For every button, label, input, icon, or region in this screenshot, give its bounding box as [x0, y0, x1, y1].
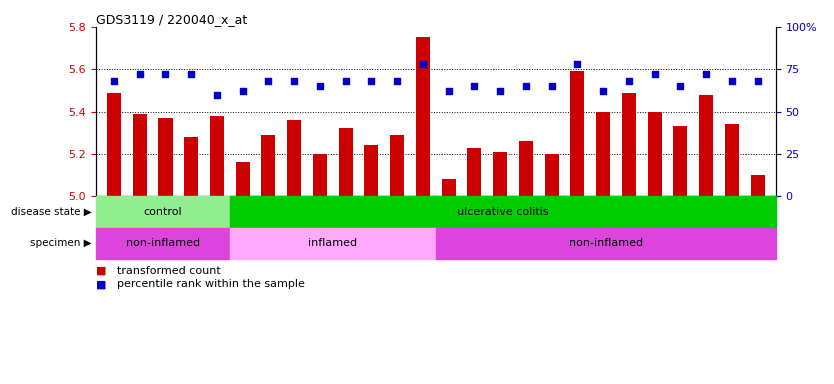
- Point: [570, 61, 584, 67]
- Bar: [751, 175, 765, 196]
- Bar: [184, 137, 198, 196]
- Text: ulcerative colitis: ulcerative colitis: [457, 207, 549, 217]
- Point: [648, 71, 661, 77]
- Bar: [493, 152, 507, 196]
- Bar: [596, 111, 610, 196]
- Point: [314, 83, 327, 89]
- Bar: [339, 129, 353, 196]
- Bar: [96, 228, 230, 259]
- Point: [364, 78, 378, 84]
- Point: [468, 83, 481, 89]
- Text: specimen ▶: specimen ▶: [30, 238, 92, 248]
- Point: [288, 78, 301, 84]
- Bar: [261, 135, 275, 196]
- Bar: [235, 162, 249, 196]
- Bar: [725, 124, 739, 196]
- Point: [236, 88, 249, 94]
- Point: [520, 83, 533, 89]
- Bar: [435, 228, 776, 259]
- Bar: [287, 120, 301, 196]
- Text: control: control: [143, 207, 182, 217]
- Bar: [390, 135, 404, 196]
- Text: percentile rank within the sample: percentile rank within the sample: [117, 279, 304, 289]
- Bar: [364, 146, 379, 196]
- Bar: [107, 93, 121, 196]
- Point: [339, 78, 352, 84]
- Point: [262, 78, 275, 84]
- Point: [442, 88, 455, 94]
- Bar: [519, 141, 533, 196]
- Point: [596, 88, 610, 94]
- Bar: [545, 154, 559, 196]
- Bar: [210, 116, 224, 196]
- Point: [416, 61, 430, 67]
- Bar: [416, 38, 430, 196]
- Bar: [230, 196, 776, 228]
- Point: [184, 71, 198, 77]
- Bar: [158, 118, 173, 196]
- Point: [494, 88, 507, 94]
- Bar: [673, 126, 687, 196]
- Text: disease state ▶: disease state ▶: [11, 207, 92, 217]
- Bar: [133, 114, 147, 196]
- Text: ■: ■: [96, 279, 107, 289]
- Point: [108, 78, 121, 84]
- Point: [158, 71, 172, 77]
- Bar: [467, 147, 481, 196]
- Bar: [699, 94, 713, 196]
- Bar: [230, 228, 435, 259]
- Point: [726, 78, 739, 84]
- Bar: [441, 179, 455, 196]
- Bar: [622, 93, 636, 196]
- Bar: [313, 154, 327, 196]
- Point: [622, 78, 636, 84]
- Bar: [647, 111, 661, 196]
- Point: [210, 91, 224, 98]
- Text: non-inflamed: non-inflamed: [126, 238, 200, 248]
- Point: [751, 78, 764, 84]
- Point: [545, 83, 558, 89]
- Point: [133, 71, 146, 77]
- Text: inflamed: inflamed: [309, 238, 357, 248]
- Text: ■: ■: [96, 266, 107, 276]
- Point: [674, 83, 687, 89]
- Text: transformed count: transformed count: [117, 266, 220, 276]
- Point: [390, 78, 404, 84]
- Bar: [570, 71, 585, 196]
- Text: GDS3119 / 220040_x_at: GDS3119 / 220040_x_at: [96, 13, 247, 26]
- Text: non-inflamed: non-inflamed: [569, 238, 643, 248]
- Point: [700, 71, 713, 77]
- Bar: [96, 196, 230, 228]
